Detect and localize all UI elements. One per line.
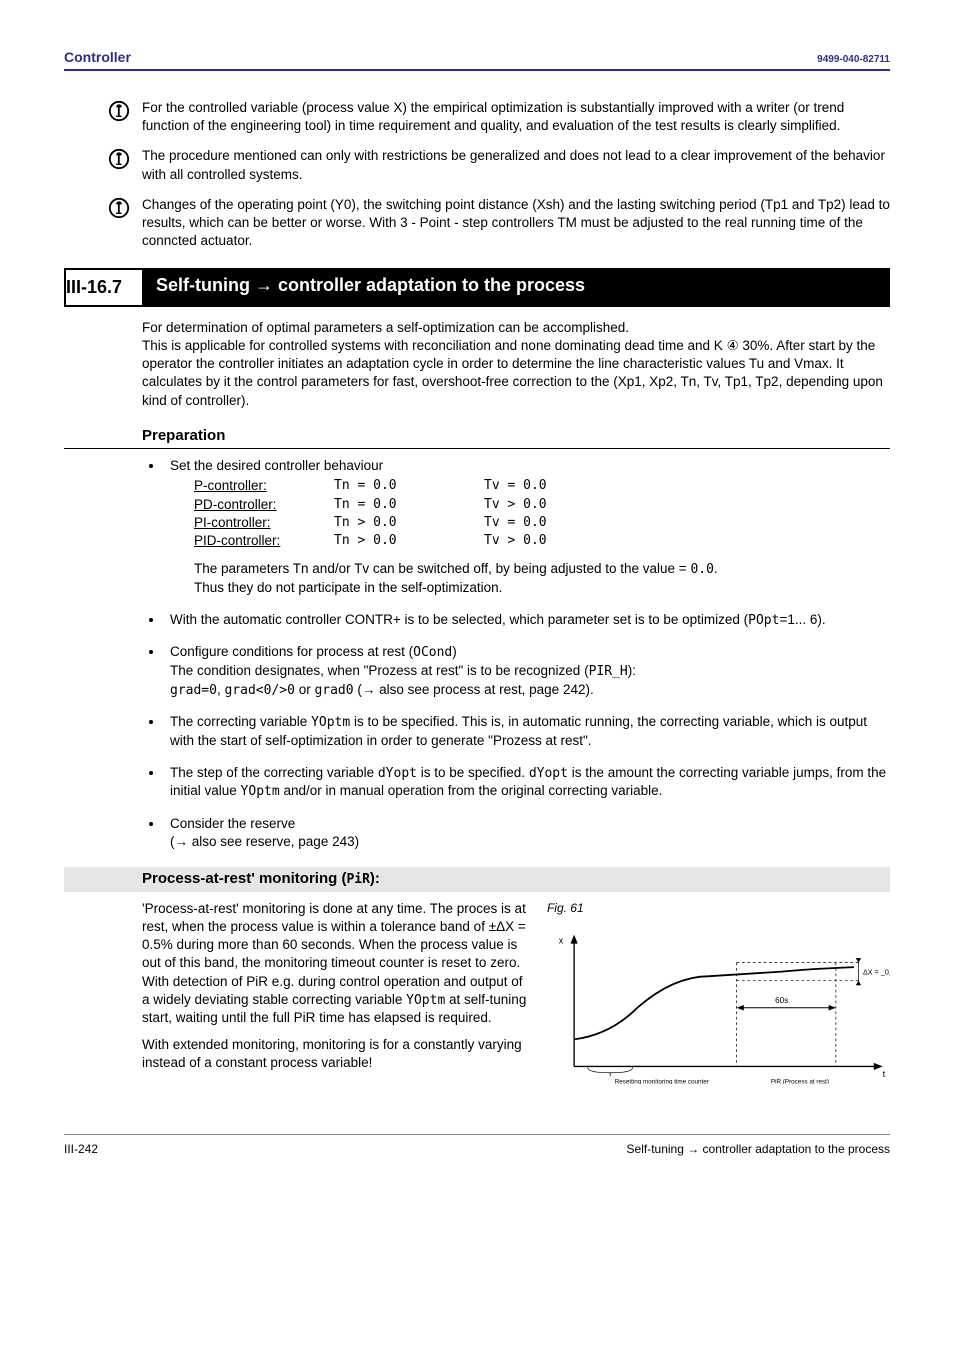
info-note: For the controlled variable (process val… [64, 99, 890, 135]
subheading-preparation: Preparation [64, 426, 890, 449]
header-right: 9499-040-82711 [817, 53, 890, 67]
intro-line: For determination of optimal parameters … [142, 319, 890, 337]
footer-left: III-242 [64, 1141, 98, 1157]
sixty-label: 60s [775, 996, 788, 1005]
info-note: The procedure mentioned can only with re… [64, 147, 890, 183]
pir-text-column: 'Process-at-rest' monitoring is done at … [142, 900, 531, 1090]
x-axis-label: x [559, 936, 564, 946]
page-footer: III-242 Self-tuning → controller adaptat… [64, 1134, 890, 1157]
pir-figure-column: Fig. 61 x t ΔX = _0,5% 60s [547, 900, 890, 1090]
info-note: Changes of the operating point (Y0), the… [64, 196, 890, 251]
list-item: Consider the reserve (→ also see reserve… [164, 815, 890, 851]
ctrl-label: PD-controller: [194, 496, 334, 514]
table-row: PID-controller:Tn > 0.0Tv > 0.0 [194, 532, 890, 550]
info-text: Changes of the operating point (Y0), the… [142, 196, 890, 251]
table-row: PD-controller:Tn = 0.0Tv > 0.0 [194, 496, 890, 514]
intro-line: This is applicable for controlled system… [142, 337, 890, 410]
preparation-list: Set the desired controller behaviour P-c… [64, 457, 890, 851]
page-header: Controller 9499-040-82711 [64, 48, 890, 71]
pir-label: PiR (Process at rest) [771, 1078, 829, 1084]
list-item: Configure conditions for process at rest… [164, 643, 890, 699]
info-icon [108, 148, 132, 175]
tv-val: Tv > 0.0 [484, 532, 634, 550]
info-icon [108, 197, 132, 224]
tv-val: Tv > 0.0 [484, 496, 634, 514]
controller-table: P-controller:Tn = 0.0Tv = 0.0 PD-control… [170, 477, 890, 550]
tn-val: Tn > 0.0 [334, 514, 484, 532]
tn-val: Tn = 0.0 [334, 496, 484, 514]
section-title: Self-tuning → controller adaptation to t… [142, 268, 890, 306]
ctrl-label: P-controller: [194, 477, 334, 495]
tn-val: Tn = 0.0 [334, 477, 484, 495]
bullet-lead: Set the desired controller behaviour [170, 458, 383, 473]
info-text: For the controlled variable (process val… [142, 99, 890, 135]
list-item: The correcting variable YOptm is to be s… [164, 713, 890, 750]
pir-paragraph: With extended monitoring, monitoring is … [142, 1036, 531, 1072]
table-row: P-controller:Tn = 0.0Tv = 0.0 [194, 477, 890, 495]
bullet-note: The parameters Tn and/or Tv can be switc… [170, 560, 890, 597]
intro-paragraph: For determination of optimal parameters … [64, 319, 890, 410]
pir-content: 'Process-at-rest' monitoring is done at … [64, 900, 890, 1090]
list-item: The step of the correcting variable dYop… [164, 764, 890, 801]
pir-diagram: x t ΔX = _0,5% 60s Resetting monitoring … [547, 922, 890, 1084]
dx-label: ΔX = _0,5% [863, 967, 890, 976]
tv-val: Tv = 0.0 [484, 477, 634, 495]
ctrl-label: PID-controller: [194, 532, 334, 550]
header-left: Controller [64, 48, 131, 67]
list-item: Set the desired controller behaviour P-c… [164, 457, 890, 597]
list-item: With the automatic controller CONTR+ is … [164, 611, 890, 630]
ctrl-label: PI-controller: [194, 514, 334, 532]
t-axis-label: t [883, 1069, 886, 1079]
table-row: PI-controller:Tn > 0.0Tv = 0.0 [194, 514, 890, 532]
figure-caption: Fig. 61 [547, 900, 890, 916]
section-heading: III-16.7 Self-tuning → controller adapta… [64, 268, 890, 306]
footer-right: Self-tuning → controller adaptation to t… [627, 1141, 890, 1157]
tn-val: Tn > 0.0 [334, 532, 484, 550]
pir-paragraph: 'Process-at-rest' monitoring is done at … [142, 900, 531, 1028]
tv-val: Tv = 0.0 [484, 514, 634, 532]
info-text: The procedure mentioned can only with re… [142, 147, 890, 183]
reset-label: Resetting monitoring time counter [615, 1078, 709, 1084]
section-number: III-16.7 [64, 268, 142, 306]
subheading-pir: Process-at-rest' monitoring (PiR): [64, 867, 890, 891]
info-icon [108, 100, 132, 127]
